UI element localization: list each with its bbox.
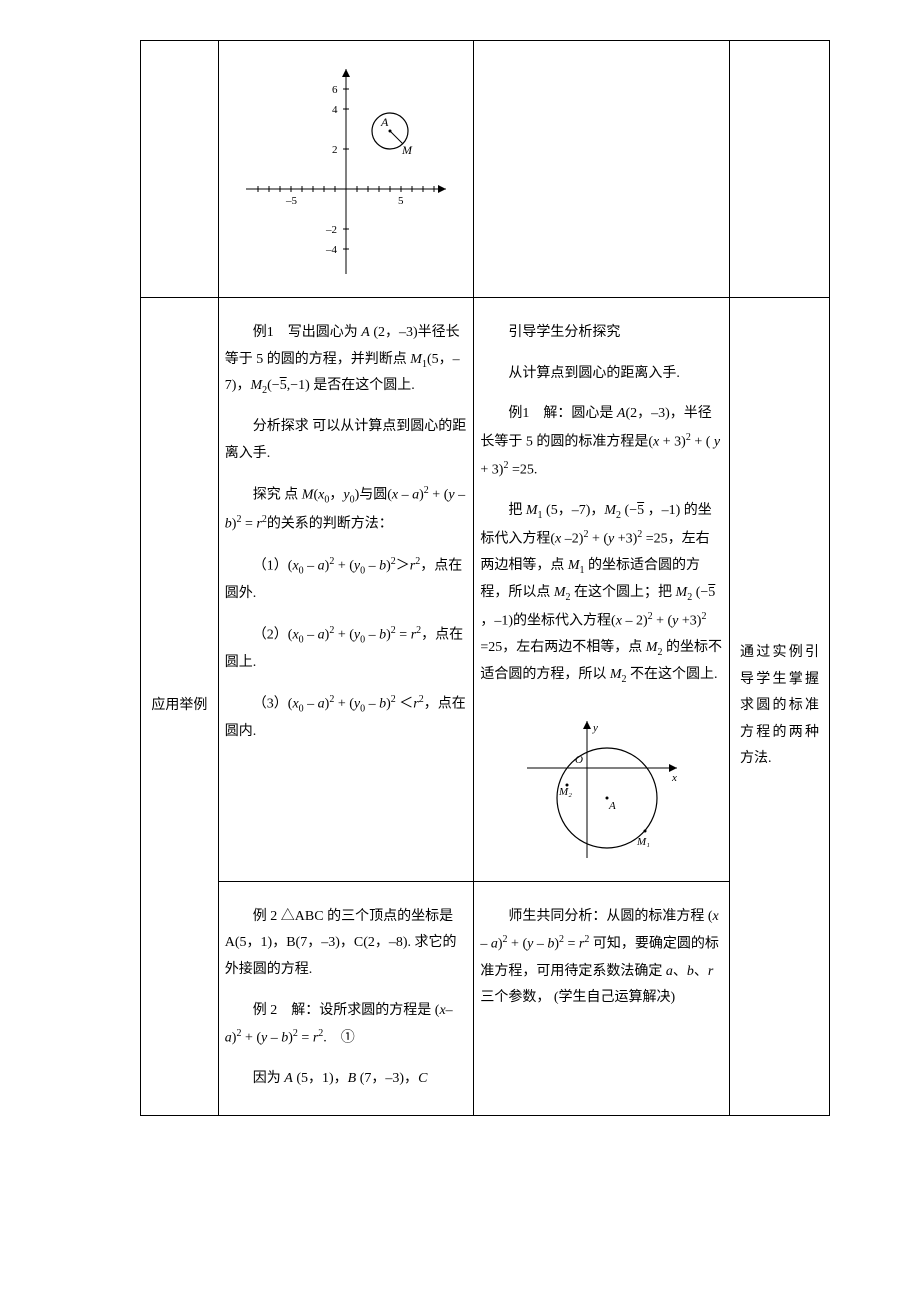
paragraph: 例1 写出圆心为 A (2，–3)半径长等于 5 的圆的方程，并判断点 M1(5…	[225, 320, 468, 400]
text: 例1 解：圆心是	[508, 406, 617, 421]
text: ，–1)的坐标代入方程	[480, 614, 611, 629]
table-row: 应用举例 例1 写出圆心为 A (2，–3)半径长等于 5 的圆的方程，并判断点…	[141, 298, 830, 882]
text: 与圆	[359, 488, 387, 503]
text: 把	[508, 503, 526, 518]
text: (5，1)，	[293, 1071, 348, 1086]
cell-empty	[141, 41, 219, 298]
text: 是否在这个圆上.	[310, 378, 415, 393]
paragraph: （3）(x0 – a)2 + (y0 – b)2 ＜r2，点在圆内.	[225, 690, 468, 745]
text: 师生共同分析：从圆的标准方程	[508, 909, 708, 924]
text: 的关系的判断方法：	[267, 516, 393, 531]
paragraph: 探究 点 M(x0，y0)与圆(x – a)2 + (y – b)2 = r2的…	[225, 481, 468, 538]
svg-text:A: A	[608, 800, 616, 812]
paragraph: （2）(x0 – a)2 + (y0 – b)2 = r2，点在圆上.	[225, 621, 468, 676]
lesson-table: –5 5 6 4 2 –2 –4 A M 应用举例	[140, 40, 830, 1116]
svg-text:4: 4	[332, 104, 338, 116]
svg-text:y: y	[592, 722, 598, 734]
text: 、	[673, 964, 687, 979]
cell-empty	[474, 41, 730, 298]
svg-text:x: x	[671, 772, 677, 784]
text: (7，–3)，	[356, 1071, 418, 1086]
text: ①	[327, 1031, 355, 1046]
cell-ex2-a: 例 2 △ABC 的三个顶点的坐标是 A(5，1)，B(7，–3)，C(2，–8…	[218, 881, 474, 1115]
text: 不在这个圆上.	[627, 667, 718, 682]
text: 因为	[253, 1071, 285, 1086]
cell-note: 通过实例引导学生掌握求圆的标准方程的两种方法.	[729, 298, 829, 1116]
table-row: 例 2 △ABC 的三个顶点的坐标是 A(5，1)，B(7，–3)，C(2，–8…	[141, 881, 830, 1115]
paragraph: （1）(x0 – a)2 + (y0 – b)2＞r2，点在圆外.	[225, 552, 468, 607]
paragraph: 把 M1 (5，–7)，M2 (−5 ，–1) 的坐标代入方程(x –2)2 +…	[480, 498, 723, 688]
svg-text:M₂: M₂	[558, 786, 572, 798]
text: （1）	[253, 559, 288, 574]
text: 在这个圆上；把	[571, 585, 676, 600]
svg-text:A: A	[380, 115, 389, 129]
svg-text:–5: –5	[285, 195, 298, 207]
cell-ex2-b: 师生共同分析：从圆的标准方程 (x – a)2 + (y – b)2 = r2 …	[474, 881, 730, 1115]
paragraph: 例 2 解：设所求圆的方程是 (x– a)2 + (y – b)2 = r2. …	[225, 998, 468, 1053]
cell-empty	[729, 41, 829, 298]
cell-ex1-a: 例1 写出圆心为 A (2，–3)半径长等于 5 的圆的方程，并判断点 M1(5…	[218, 298, 474, 882]
svg-text:5: 5	[398, 195, 404, 207]
text: 探究 点	[253, 488, 302, 503]
text: （3）	[253, 697, 288, 712]
cell-ex1-b: 引导学生分析探究 从计算点到圆心的距离入手. 例1 解：圆心是 A(2，–3)，…	[474, 298, 730, 882]
svg-text:2: 2	[332, 144, 338, 156]
table-row: –5 5 6 4 2 –2 –4 A M	[141, 41, 830, 298]
text: (	[692, 585, 700, 600]
paragraph: 因为 A (5，1)，B (7，–3)，C	[225, 1066, 468, 1093]
coordinate-chart: –5 5 6 4 2 –2 –4 A M	[236, 59, 456, 279]
text: ，左右两边不相等，点	[502, 640, 646, 655]
svg-text:O: O	[575, 754, 583, 766]
text: 例 2 解：设所求圆的方程是	[253, 1003, 435, 1018]
text: 例1 写出圆心为	[253, 325, 362, 340]
paragraph: 例1 解：圆心是 A(2，–3)，半径长等于 5 的圆的标准方程是(x + 3)…	[480, 401, 723, 484]
note-text: 通过实例引导学生掌握求圆的标准方程的两种方法.	[740, 645, 819, 766]
text: 、	[694, 964, 708, 979]
paragraph: 师生共同分析：从圆的标准方程 (x – a)2 + (y – b)2 = r2 …	[480, 904, 723, 1012]
text: (5，–7)，	[543, 503, 605, 518]
text: (	[621, 503, 629, 518]
circle-diagram: O x y A M₂ M₁	[517, 713, 687, 863]
svg-text:M: M	[401, 143, 413, 157]
cell-chart: –5 5 6 4 2 –2 –4 A M	[218, 41, 474, 298]
cell-section-label: 应用举例	[141, 298, 219, 1116]
svg-text:M₁: M₁	[636, 836, 650, 848]
svg-text:–4: –4	[325, 244, 338, 256]
text: （2）	[253, 628, 288, 643]
svg-text:–2: –2	[325, 224, 337, 236]
paragraph: 分析探求 可以从计算点到圆心的距离入手.	[225, 414, 468, 467]
svg-text:6: 6	[332, 84, 338, 96]
paragraph: 从计算点到圆心的距离入手.	[480, 361, 723, 388]
paragraph: 引导学生分析探究	[480, 320, 723, 347]
text: 三个参数， (学生自己运算解决)	[480, 990, 675, 1005]
paragraph: 例 2 △ABC 的三个顶点的坐标是 A(5，1)，B(7，–3)，C(2，–8…	[225, 904, 468, 984]
